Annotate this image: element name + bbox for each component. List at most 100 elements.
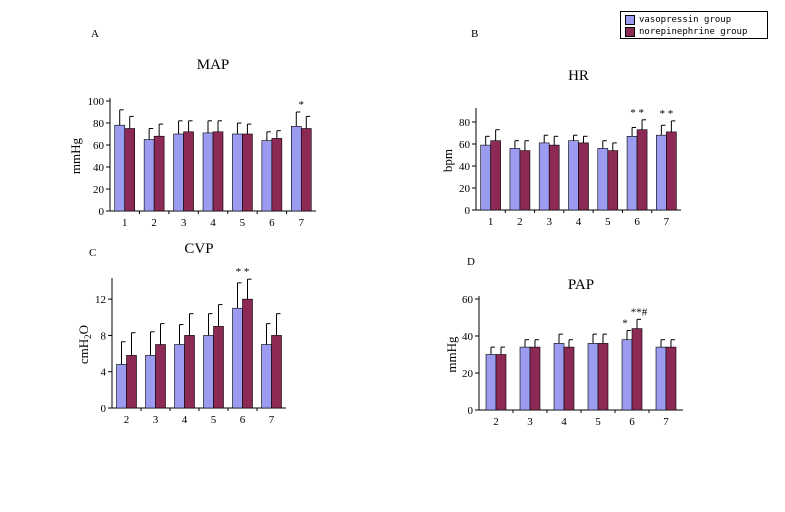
pap-y-tick-label: 0 bbox=[468, 405, 474, 417]
map-bar-vasopressin bbox=[290, 126, 302, 212]
pap-bar-norepinephrine bbox=[597, 343, 609, 411]
map-y-tick-label: 100 bbox=[88, 96, 105, 108]
legend-item-norepinephrine: norepinephrine group bbox=[625, 26, 747, 38]
cvp-y-axis-label: cmH2O bbox=[76, 325, 93, 364]
hr-x-tick-label: 4 bbox=[576, 216, 582, 228]
map-x-tick-label: 3 bbox=[181, 217, 187, 229]
legend-label-norepinephrine: norepinephrine group bbox=[639, 27, 748, 37]
cvp-bar-norepinephrine bbox=[242, 298, 253, 409]
hr-bar-norepinephrine bbox=[607, 150, 619, 211]
cvp-bar-norepinephrine bbox=[126, 355, 137, 409]
pap-y-axis-label: mmHg bbox=[444, 336, 459, 373]
map-y-tick-label: 80 bbox=[93, 118, 105, 130]
map-y-tick-label: 40 bbox=[93, 162, 105, 174]
map-x-tick-label: 1 bbox=[122, 217, 128, 229]
hr-x-tick-label: 1 bbox=[488, 216, 494, 228]
map-bar-norepinephrine bbox=[271, 138, 283, 212]
map-bar-vasopressin bbox=[232, 133, 243, 212]
pap-y-tick-label: 40 bbox=[462, 331, 474, 343]
map-y-axis-label: mmHg bbox=[68, 137, 83, 174]
pap-y-tick-label: 60 bbox=[462, 294, 474, 306]
cvp-y-tick-label: 12 bbox=[95, 294, 106, 306]
hr-x-tick-label: 3 bbox=[546, 216, 552, 228]
panel-label-a: A bbox=[91, 28, 99, 40]
pap-x-tick-label: 4 bbox=[561, 416, 567, 428]
hr-bar-vasopressin bbox=[626, 136, 638, 211]
pap-bar-norepinephrine bbox=[495, 354, 507, 411]
pap-bar-vasopressin bbox=[519, 346, 531, 411]
map-bar-norepinephrine bbox=[153, 135, 165, 212]
map-y-tick-label: 0 bbox=[99, 206, 105, 218]
hr-bar-vasopressin bbox=[538, 142, 550, 211]
pap-bar-norepinephrine bbox=[563, 346, 575, 411]
map-bar-norepinephrine bbox=[124, 128, 136, 212]
legend-swatch-norepinephrine bbox=[625, 27, 635, 37]
pap-significance-marker: * bbox=[622, 317, 628, 329]
hr-bar-norepinephrine bbox=[666, 131, 677, 211]
pap-bar-vasopressin bbox=[553, 343, 565, 411]
pap-title: PAP bbox=[568, 277, 594, 293]
hr-y-axis-label: bpm bbox=[440, 149, 455, 172]
pap-bar-norepinephrine bbox=[529, 346, 541, 411]
pap-x-tick-label: 6 bbox=[629, 416, 635, 428]
hr-x-tick-label: 7 bbox=[664, 216, 670, 228]
hr-bar-norepinephrine bbox=[519, 150, 531, 211]
hr-bar-vasopressin bbox=[480, 144, 491, 211]
pap-y-tick-label: 20 bbox=[462, 368, 474, 380]
cvp-y-tick-label: 0 bbox=[101, 403, 107, 415]
hr-bar-norepinephrine bbox=[490, 140, 501, 211]
legend: vasopressin group norepinephrine group bbox=[620, 11, 768, 39]
cvp-y-tick-label: 8 bbox=[101, 330, 107, 342]
hr-y-tick-label: 60 bbox=[459, 139, 471, 151]
cvp-bar-norepinephrine bbox=[213, 326, 224, 409]
pap-bar-norepinephrine bbox=[631, 328, 643, 411]
map-bar-vasopressin bbox=[173, 133, 184, 212]
hr-y-tick-label: 0 bbox=[465, 205, 471, 217]
map-bar-norepinephrine bbox=[300, 128, 312, 212]
pap-significance-marker: **# bbox=[631, 306, 648, 318]
panel-label-b: B bbox=[471, 28, 478, 40]
pap-bar-norepinephrine bbox=[665, 346, 677, 411]
cvp-x-tick-label: 5 bbox=[211, 414, 217, 426]
map-bar-norepinephrine bbox=[242, 133, 253, 212]
map-x-tick-label: 2 bbox=[151, 217, 157, 229]
pap-x-tick-label: 7 bbox=[663, 416, 669, 428]
pap-bar-vasopressin bbox=[655, 346, 667, 411]
hr-significance-marker: * * bbox=[659, 108, 673, 120]
cvp-bar-norepinephrine bbox=[271, 335, 282, 409]
pap-bar-vasopressin bbox=[587, 343, 599, 411]
map-x-tick-label: 5 bbox=[240, 217, 246, 229]
map-y-tick-label: 20 bbox=[93, 184, 105, 196]
cvp-x-tick-label: 7 bbox=[269, 414, 275, 426]
hr-bar-norepinephrine bbox=[578, 142, 589, 211]
cvp-y-tick-label: 4 bbox=[101, 367, 107, 379]
cvp-bar-vasopressin bbox=[261, 344, 272, 409]
pap-x-tick-label: 2 bbox=[493, 416, 499, 428]
panel-label-c: C bbox=[89, 247, 96, 259]
map-bar-norepinephrine bbox=[212, 131, 224, 212]
panel-label-d: D bbox=[467, 256, 475, 268]
hr-y-tick-label: 40 bbox=[459, 161, 471, 173]
cvp-bar-vasopressin bbox=[232, 307, 243, 409]
map-title: MAP bbox=[197, 57, 230, 73]
hr-x-tick-label: 6 bbox=[634, 216, 640, 228]
hr-x-tick-label: 2 bbox=[517, 216, 523, 228]
hr-bar-vasopressin bbox=[509, 148, 521, 211]
cvp-bar-vasopressin bbox=[116, 364, 127, 409]
map-x-tick-label: 7 bbox=[299, 217, 305, 229]
map-bar-vasopressin bbox=[202, 132, 214, 212]
cvp-bar-vasopressin bbox=[203, 335, 214, 409]
map-bar-vasopressin bbox=[143, 139, 155, 212]
cvp-x-tick-label: 4 bbox=[182, 414, 188, 426]
hr-y-tick-label: 80 bbox=[459, 117, 471, 129]
hr-bar-vasopressin bbox=[597, 148, 609, 211]
map-x-tick-label: 6 bbox=[269, 217, 275, 229]
legend-item-vasopressin: vasopressin group bbox=[625, 14, 731, 26]
hr-bar-vasopressin bbox=[568, 140, 579, 211]
cvp-bar-vasopressin bbox=[174, 344, 185, 409]
map-bar-vasopressin bbox=[261, 140, 273, 212]
hr-bar-norepinephrine bbox=[548, 144, 560, 211]
hr-title: HR bbox=[568, 68, 589, 84]
legend-label-vasopressin: vasopressin group bbox=[639, 15, 732, 25]
hr-x-tick-label: 5 bbox=[605, 216, 611, 228]
